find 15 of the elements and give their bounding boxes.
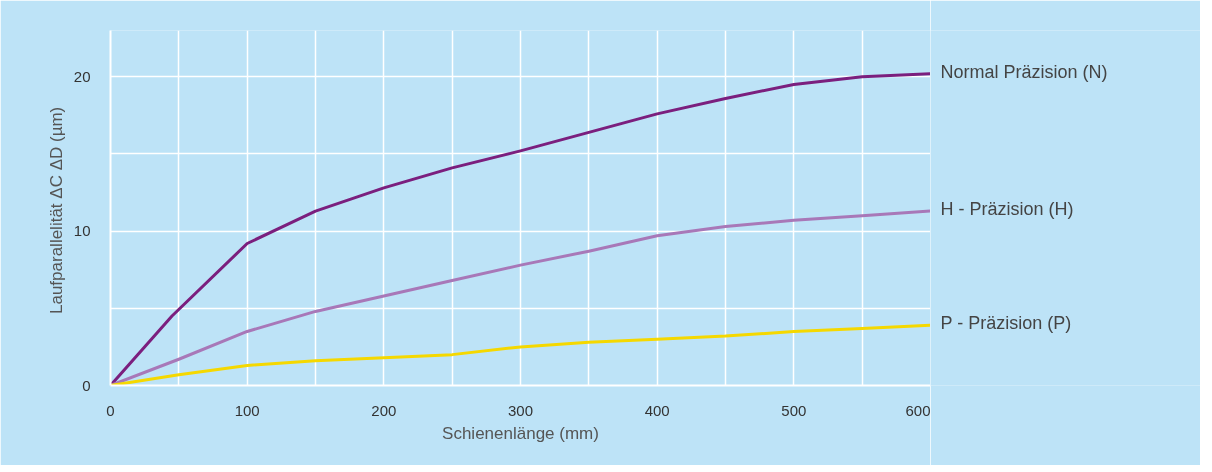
series-label: Normal Präzision (N) <box>940 61 1108 82</box>
x-tick-label: 0 <box>106 401 115 419</box>
x-tick-label: 400 <box>644 401 670 419</box>
x-tick-label: 100 <box>234 401 260 419</box>
x-tick-label: 200 <box>371 401 397 419</box>
x-axis-title: Schienenlänge (mm) <box>442 423 599 443</box>
y-tick-label: 20 <box>73 67 91 85</box>
series-label: P - Präzision (P) <box>940 313 1072 334</box>
x-tick-label: 600 <box>905 401 931 419</box>
y-tick-label: 0 <box>82 376 91 394</box>
x-tick-label: 300 <box>507 401 534 419</box>
series-label: H - Präzision (H) <box>940 199 1074 220</box>
y-axis-title: Laufparallelität ΔC ΔD (µm) <box>46 106 66 315</box>
x-tick-label: 500 <box>781 401 807 419</box>
y-tick-label: 10 <box>73 222 91 240</box>
